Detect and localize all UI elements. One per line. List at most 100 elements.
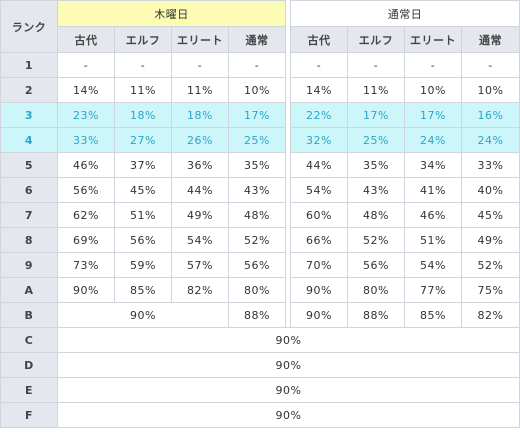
normal-rate-cell: 46% (404, 202, 462, 228)
col-header-elite: エリート (171, 26, 229, 53)
thursday-rate-cell: 82% (171, 277, 229, 303)
normal-rate-cell: 90% (290, 302, 348, 328)
table-row: C 90% (0, 327, 520, 353)
thursday-rate-cell: - (228, 52, 286, 78)
normal-rate-cell: 66% (290, 227, 348, 253)
normal-rate-cell: 16% (461, 102, 520, 128)
thursday-rate-cell: 10% (228, 77, 286, 103)
thursday-rate-cell: 90% (57, 277, 115, 303)
table-row: 6 56% 45% 44% 43% 54% 43% 41% 40% (0, 177, 520, 203)
rank-cell: 6 (0, 177, 58, 203)
rank-cell: 2 (0, 77, 58, 103)
normal-rate-cell: 85% (404, 302, 462, 328)
normal-rate-cell: 32% (290, 127, 348, 153)
thursday-rate-cell: - (57, 52, 115, 78)
normal-rate-cell: 17% (347, 102, 405, 128)
thursday-rate-cell: 88% (228, 302, 286, 328)
thursday-rate-cell: - (114, 52, 172, 78)
normal-rate-cell: 52% (347, 227, 405, 253)
rank-cell: 4 (0, 127, 58, 153)
table-row: 1-------- (0, 52, 520, 78)
thursday-rate-cell: 73% (57, 252, 115, 278)
thursday-rate-cell: 23% (57, 102, 115, 128)
normal-rate-cell: 60% (290, 202, 348, 228)
thursday-rate-cell: 17% (228, 102, 286, 128)
thursday-rate-cell: 44% (171, 177, 229, 203)
thursday-rate-cell: 27% (114, 127, 172, 153)
rank-cell: 8 (0, 227, 58, 253)
normal-rate-cell: 10% (404, 77, 462, 103)
rank-cell: 9 (0, 252, 58, 278)
thursday-rate-cell: 69% (57, 227, 115, 253)
normal-rate-cell: 48% (347, 202, 405, 228)
normal-rate-cell: 24% (404, 127, 462, 153)
normal-rate-cell: 51% (404, 227, 462, 253)
thursday-rate-cell: 62% (57, 202, 115, 228)
merged-rate-cell: 90% (57, 352, 520, 378)
merged-rate-cell: 90% (57, 377, 520, 403)
thursday-rate-cell: 11% (114, 77, 172, 103)
rank-cell: A (0, 277, 58, 303)
normal-rate-cell: 40% (461, 177, 520, 203)
thursday-rate-cell: - (171, 52, 229, 78)
thursday-rate-merged-cell: 90% (57, 302, 229, 328)
thursday-rate-cell: 26% (171, 127, 229, 153)
normal-rate-cell: 56% (347, 252, 405, 278)
normal-rate-cell: 24% (461, 127, 520, 153)
col-header-elf: エルフ (347, 26, 405, 53)
normal-rate-cell: 11% (347, 77, 405, 103)
table-row: 8 69% 56% 54% 52% 66% 52% 51% 49% (0, 227, 520, 253)
normal-rate-cell: 14% (290, 77, 348, 103)
normal-rate-cell: 82% (461, 302, 520, 328)
col-header-ancient: 古代 (290, 26, 348, 53)
normal-rate-cell: - (347, 52, 405, 78)
thursday-rate-cell: 11% (171, 77, 229, 103)
rank-cell: B (0, 302, 58, 328)
merged-rate-cell: 90% (57, 402, 520, 428)
thursday-rate-cell: 25% (228, 127, 286, 153)
col-header-elf: エルフ (114, 26, 172, 53)
normal-rate-cell: 90% (290, 277, 348, 303)
normal-rate-cell: 45% (461, 202, 520, 228)
table-row: 9 73% 59% 57% 56% 70% 56% 54% 52% (0, 252, 520, 278)
thursday-rate-cell: 85% (114, 277, 172, 303)
normal-rate-cell: 22% (290, 102, 348, 128)
thursday-rate-cell: 49% (171, 202, 229, 228)
rank-cell: 7 (0, 202, 58, 228)
col-header-ancient: 古代 (57, 26, 115, 53)
rank-cell: 5 (0, 152, 58, 178)
normal-rate-cell: 75% (461, 277, 520, 303)
thursday-rate-cell: 54% (171, 227, 229, 253)
thursday-header: 木曜日 (57, 0, 286, 27)
rank-header: ランク (0, 0, 58, 53)
table-row: 5 46% 37% 36% 35% 44% 35% 34% 33% (0, 152, 520, 178)
normal-rate-cell: 49% (461, 227, 520, 253)
rank-cell: 3 (0, 102, 58, 128)
normal-rate-cell: 52% (461, 252, 520, 278)
normal-rate-cell: - (404, 52, 462, 78)
col-header-elite: エリート (404, 26, 462, 53)
thursday-rate-cell: 14% (57, 77, 115, 103)
normal-rate-cell: 10% (461, 77, 520, 103)
normal-rate-cell: 17% (404, 102, 462, 128)
normal-rate-cell: 35% (347, 152, 405, 178)
thursday-rate-cell: 56% (57, 177, 115, 203)
normal-rate-cell: 25% (347, 127, 405, 153)
thursday-rate-cell: 59% (114, 252, 172, 278)
thursday-rate-cell: 56% (114, 227, 172, 253)
rank-cell: C (0, 327, 58, 353)
table-row: 4 33% 27% 26% 25% 32% 25% 24% 24% (0, 127, 520, 153)
normal-rate-cell: 88% (347, 302, 405, 328)
rank-cell: D (0, 352, 58, 378)
rank-cell: E (0, 377, 58, 403)
thursday-rate-cell: 46% (57, 152, 115, 178)
normal-rate-cell: 33% (461, 152, 520, 178)
merged-rate-cell: 90% (57, 327, 520, 353)
table-row: A 90% 85% 82% 80% 90% 80% 77% 75% (0, 277, 520, 303)
table-row: D 90% (0, 352, 520, 378)
thursday-rate-cell: 57% (171, 252, 229, 278)
col-header-normal: 通常 (228, 26, 286, 53)
thursday-rate-cell: 18% (114, 102, 172, 128)
rank-cell: F (0, 402, 58, 428)
